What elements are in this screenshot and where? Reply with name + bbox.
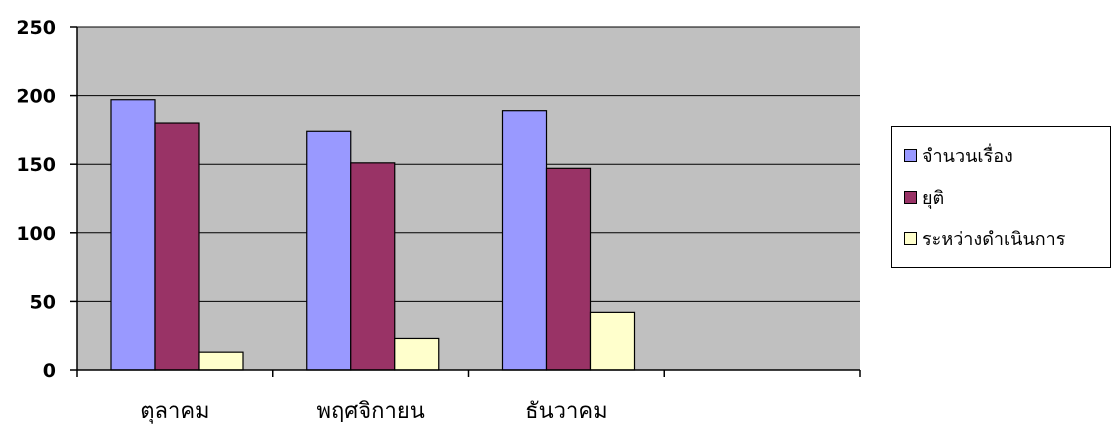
legend-label-3: ระหว่างดำเนินการ (922, 228, 1066, 250)
y-tick-label: 200 (16, 86, 56, 108)
y-tick-label: 0 (43, 360, 56, 382)
bar (394, 337, 440, 371)
bar (306, 130, 352, 371)
bar (501, 110, 548, 371)
y-tick-label: 50 (30, 291, 56, 313)
plot-background (77, 27, 860, 370)
axes (70, 26, 861, 377)
x-tick-label: พฤศจิกายน (316, 399, 424, 424)
bar (110, 99, 156, 371)
bar (154, 122, 200, 371)
plot-area (77, 27, 860, 370)
bar (350, 162, 396, 371)
legend-label-2: ยุติ (922, 187, 945, 209)
y-tick-label: 100 (16, 223, 56, 245)
legend-swatch-1 (904, 148, 917, 162)
x-tick-label: ธันวาคม (525, 399, 607, 424)
legend-item-3: ระหว่างดำเนินการ (904, 225, 1065, 251)
y-tick-label: 250 (16, 17, 56, 39)
bar (198, 351, 244, 371)
legend-item-2: ยุติ (904, 184, 944, 210)
x-tick-label: ตุลาคม (140, 399, 209, 424)
legend: จำนวนเรื่อง ยุติ ระหว่างดำเนินการ (891, 126, 1111, 268)
grid-lines (77, 26, 860, 302)
bars (110, 99, 636, 371)
legend-swatch-2 (904, 190, 917, 204)
legend-swatch-3 (904, 231, 917, 245)
x-tick-labels: ตุลาคม พฤศจิกายน ธันวาคม (140, 399, 607, 424)
legend-label-1: จำนวนเรื่อง (922, 145, 1013, 167)
bar (545, 167, 592, 371)
y-tick-labels: 0 50 100 150 200 250 (16, 17, 56, 382)
legend-item-1: จำนวนเรื่อง (904, 142, 1013, 168)
bar (589, 311, 636, 371)
y-tick-label: 150 (16, 154, 56, 176)
